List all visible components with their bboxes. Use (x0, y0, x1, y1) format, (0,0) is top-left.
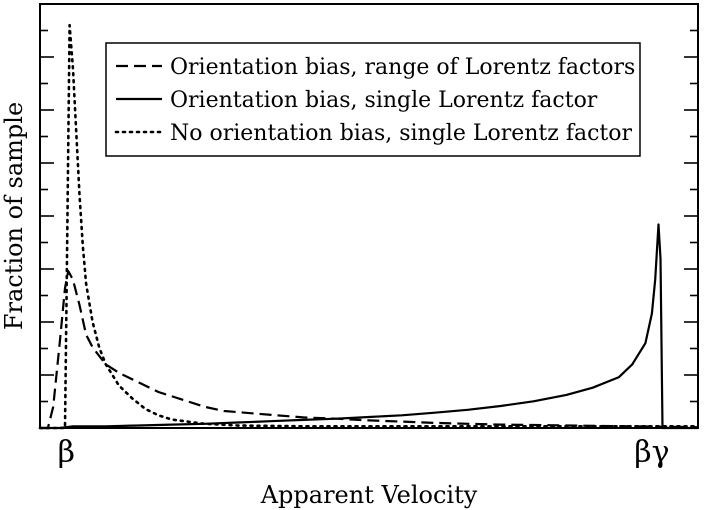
legend: Orientation bias, range of Lorentz facto… (105, 42, 641, 157)
legend-label: Orientation bias, range of Lorentz facto… (170, 55, 635, 80)
legend-label: No orientation bias, single Lorentz fact… (170, 121, 633, 146)
x-tick-label: β (58, 435, 75, 470)
series-line-dotted (38, 23, 700, 430)
axis-labels: β βγ Apparent Velocity Fraction of sample (0, 102, 670, 509)
axis-ticks (40, 29, 698, 403)
x-axis-label: Apparent Velocity (260, 481, 478, 509)
legend-label: Orientation bias, single Lorentz factor (170, 88, 598, 113)
series-group (38, 23, 700, 430)
series-line-solid (40, 223, 698, 430)
y-axis-label: Fraction of sample (0, 102, 28, 330)
x-tick-label: βγ (634, 435, 669, 470)
legend-box (105, 42, 641, 157)
series-line-dashed (40, 270, 699, 430)
